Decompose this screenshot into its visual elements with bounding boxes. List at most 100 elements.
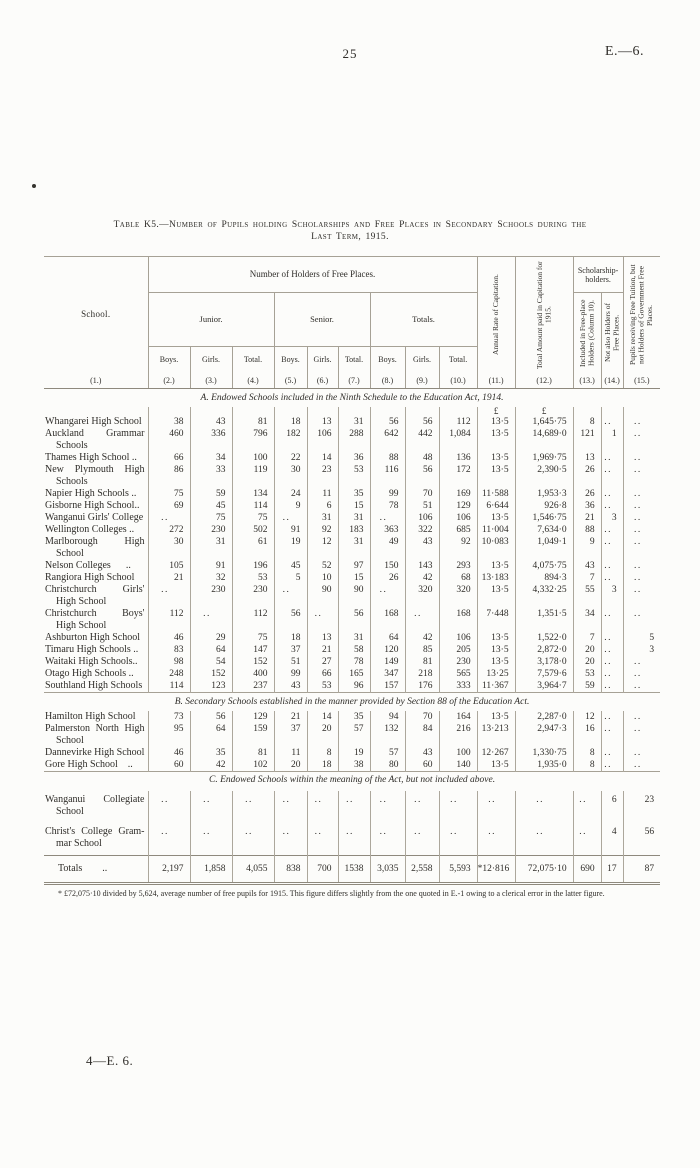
col-header-totals-total: Total. — [438, 346, 478, 373]
value-cell: 100 — [231, 452, 274, 464]
totals-row: Totals .. 2,197 1,858 4,055 838 700 1538 3,035 2… — [44, 855, 661, 885]
value-cell: 2,947·3 — [514, 723, 574, 747]
school-name: Christchurch Boys' High School — [44, 608, 148, 632]
school-name-line: Whangarei High School — [45, 416, 142, 427]
value-cell: 69 — [147, 500, 190, 512]
value-cell: 35 — [337, 488, 370, 500]
section-heading-row: C. Endowed Schools within the meaning of… — [44, 771, 661, 791]
value-cell: 84 — [404, 723, 439, 747]
school-name: Timaru High Schools .. — [44, 644, 148, 656]
value-cell: 13·213 — [476, 723, 516, 747]
value-cell: 363 — [369, 524, 405, 536]
value-cell: 26 — [572, 464, 602, 488]
col-header-junior-group: Junior. — [147, 292, 274, 347]
value-cell: 3 — [600, 584, 624, 608]
table-row: Wanganui Girls' College.. 75 75.. 31 31.. 106… — [44, 512, 661, 524]
value-cell: 248 — [147, 668, 190, 680]
value-cell: .. — [438, 791, 478, 823]
value-cell: .. — [622, 656, 661, 668]
value-cell: 168 — [438, 608, 478, 632]
totals-section: Totals .. 2,197 1,858 4,055 838 700 1538 3,035 2… — [44, 855, 661, 885]
school-name: Southland High Schools — [44, 680, 148, 693]
value-cell: 121 — [572, 428, 602, 452]
value-cell: .. — [600, 572, 624, 584]
school-name: Gore High School .. — [44, 759, 148, 772]
value-cell: 150 — [369, 560, 405, 572]
value-cell: 34 — [572, 608, 602, 632]
value-cell: 1,645·75 — [514, 416, 574, 428]
value-cell: 176 — [404, 680, 439, 693]
value-cell: .. — [622, 680, 661, 693]
section-b: B. Secondary Schools established in the … — [44, 692, 661, 772]
value-cell: 112 — [438, 416, 478, 428]
value-cell: 57 — [337, 723, 370, 747]
totals-value-cell: 17 — [600, 855, 624, 885]
value-cell: 169 — [438, 488, 478, 500]
value-cell: 13·5 — [476, 759, 516, 772]
table-row: Waitaki High Schools.. 98 54 152 51 27 78 149 81… — [44, 656, 661, 668]
value-cell: 92 — [306, 524, 338, 536]
table-footnote: * £72,075·10 divided by 5,624, average n… — [58, 889, 605, 898]
totals-value-cell: 87 — [622, 855, 661, 885]
value-cell: .. — [622, 572, 661, 584]
value-cell: 13 — [306, 632, 338, 644]
table-title-line2: Last Term, 1915. — [311, 232, 389, 242]
school-name-line: Christchurch Girls' — [45, 584, 145, 595]
value-cell: .. — [600, 524, 624, 536]
value-cell: .. — [600, 723, 624, 747]
table-row: Christ's College Gram-mar School........… — [44, 823, 661, 856]
value-cell: 42 — [404, 632, 439, 644]
school-name-continuation: High School — [56, 620, 107, 631]
value-cell: 81 — [231, 747, 274, 759]
school-name: Thames High School .. — [44, 452, 148, 464]
value-cell: 19 — [337, 747, 370, 759]
value-cell: .. — [273, 584, 307, 608]
value-cell: 21 — [273, 711, 307, 723]
value-cell: 37 — [273, 723, 307, 747]
value-cell: 112 — [231, 608, 274, 632]
value-cell: 10 — [306, 572, 338, 584]
value-cell: 70 — [404, 488, 439, 500]
value-cell: 98 — [147, 656, 190, 668]
value-cell: 320 — [438, 584, 478, 608]
table-row: Palmerston North High School 95 64 159 37 20 57… — [44, 723, 661, 747]
value-cell: 30 — [273, 464, 307, 488]
value-cell: 3,964·7 — [514, 680, 574, 693]
value-cell: 99 — [369, 488, 405, 500]
value-cell: 5 — [622, 632, 661, 644]
value-cell: 99 — [273, 668, 307, 680]
school-name-line: Gore High School .. — [45, 759, 133, 770]
value-cell: 13 — [306, 416, 338, 428]
value-cell: 114 — [147, 680, 190, 693]
value-cell: 336 — [189, 428, 232, 452]
totals-value-cell: 1538 — [337, 855, 370, 885]
value-cell: 55 — [572, 584, 602, 608]
school-name-line: Nelson Colleges .. — [45, 560, 131, 571]
table-row: Nelson Colleges .. 105 91 196 45 52 97 150 143 29… — [44, 560, 661, 572]
value-cell: 216 — [438, 723, 478, 747]
col-number-12: (12.) — [514, 372, 574, 389]
value-cell: .. — [369, 512, 405, 524]
school-name: Otago High Schools .. — [44, 668, 148, 680]
totals-label: Totals .. — [44, 855, 148, 885]
col-header-totals-girls: Girls. — [404, 346, 439, 373]
value-cell: 140 — [438, 759, 478, 772]
col-header-school: School. — [81, 309, 111, 320]
value-cell: 29 — [189, 632, 232, 644]
value-cell: 8 — [572, 747, 602, 759]
value-cell: .. — [306, 608, 338, 632]
value-cell: 23 — [306, 464, 338, 488]
value-cell: 91 — [273, 524, 307, 536]
value-cell: 58 — [337, 644, 370, 656]
value-cell: 49 — [369, 536, 405, 560]
value-cell: 237 — [231, 680, 274, 693]
value-cell: 31 — [337, 416, 370, 428]
value-cell: 320 — [404, 584, 439, 608]
value-cell: 14 — [306, 711, 338, 723]
value-cell: .. — [622, 416, 661, 428]
value-cell: 56 — [404, 416, 439, 428]
totals-value-cell: 1,858 — [189, 855, 232, 885]
value-cell: 165 — [337, 668, 370, 680]
table-header: School. Number of Holders of Free Places… — [44, 256, 661, 389]
value-cell: 78 — [369, 500, 405, 512]
